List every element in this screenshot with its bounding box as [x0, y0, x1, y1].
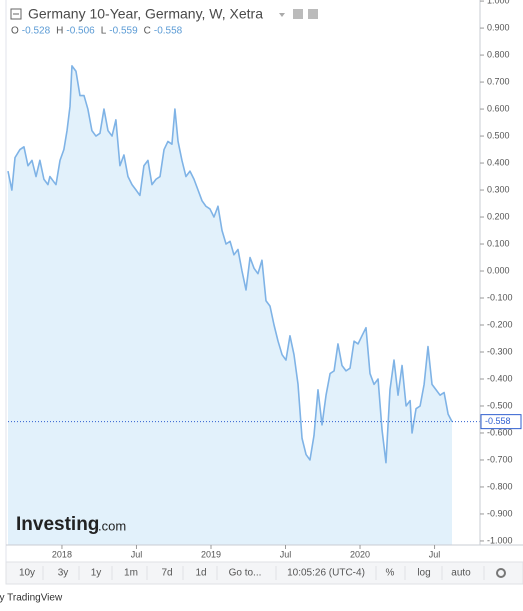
- range-button[interactable]: 1d: [195, 568, 206, 579]
- logo-brand: Investing: [16, 514, 99, 535]
- goto-button[interactable]: Go to...: [229, 568, 262, 579]
- x-tick-label: 2018: [52, 549, 72, 559]
- y-tick-label: 0.400: [487, 157, 510, 167]
- y-tick-label: 0.100: [487, 238, 510, 248]
- y-tick-label: -1.000: [487, 535, 513, 545]
- x-tick-label: Jul: [429, 549, 441, 559]
- y-tick-label: 0.200: [487, 211, 510, 221]
- ohlc-row: O -0.528 H -0.506 L -0.559 C -0.558: [11, 26, 183, 37]
- range-button[interactable]: 7d: [161, 568, 172, 579]
- x-tick-label: 2020: [350, 549, 370, 559]
- dropdown-arrow[interactable]: [279, 13, 285, 17]
- price-label: -0.558: [485, 416, 511, 426]
- y-tick-label: -0.100: [487, 292, 513, 302]
- ohlc-label: O: [11, 26, 19, 37]
- plot-area: [7, 65, 480, 546]
- auto-button[interactable]: auto: [451, 568, 471, 579]
- range-button[interactable]: 1m: [124, 568, 138, 579]
- chart-title: Germany 10-Year, Germany, W, Xetra: [28, 6, 263, 22]
- clock: 10:05:26 (UTC-4): [287, 568, 365, 579]
- x-tick-label: Jul: [280, 549, 292, 559]
- y-tick-label: -0.400: [487, 373, 513, 383]
- y-tick-label: 0.000: [487, 265, 510, 275]
- x-tick-label: Jul: [131, 549, 143, 559]
- ohlc-value: -0.506: [66, 26, 95, 37]
- line: [7, 65, 453, 464]
- range-button[interactable]: 3y: [58, 568, 69, 579]
- y-tick-label: 0.800: [487, 49, 510, 59]
- toolbar-items: 10y 3y 1y 1m 7d 1d Go to... 10:05:26 (UTC-4)% lo…: [19, 566, 506, 580]
- y-tick-label: -0.300: [487, 346, 513, 356]
- ohlc-label: L: [101, 26, 107, 37]
- percent-button[interactable]: %: [386, 568, 395, 579]
- y-tick-label: 0.500: [487, 130, 510, 140]
- y-tick-label: 0.900: [487, 22, 510, 32]
- settings-icon[interactable]: [293, 9, 303, 19]
- ohlc-label: C: [144, 26, 151, 37]
- y-tick-label: -0.700: [487, 454, 513, 464]
- y-tick-label: -0.600: [487, 427, 513, 437]
- range-button[interactable]: 1y: [91, 568, 102, 579]
- logo-suffix: .com: [98, 518, 126, 533]
- footer: by TradingView: [0, 593, 63, 604]
- ohlc-value: -0.559: [109, 26, 138, 37]
- y-tick-label: -0.900: [487, 508, 513, 518]
- y-tick-label: 0.700: [487, 76, 510, 86]
- ohlc-value: -0.528: [22, 26, 51, 37]
- range-button[interactable]: 10y: [19, 568, 35, 579]
- y-tick-label: 0.300: [487, 184, 510, 194]
- x-tick-label: 2019: [201, 549, 221, 559]
- log-button[interactable]: log: [417, 568, 430, 579]
- price-label-box: [480, 414, 522, 430]
- ohlc-value: -0.558: [154, 26, 183, 37]
- toolbar: [5, 561, 523, 585]
- settings-gear[interactable]: [496, 568, 506, 578]
- area: [8, 65, 452, 546]
- y-tick-label: -0.800: [487, 481, 513, 491]
- y-tick-label: 1.000: [487, 0, 510, 5]
- y-tick-label: 0.600: [487, 103, 510, 113]
- collapse-icon[interactable]: [10, 8, 22, 20]
- y-tick-label: -0.500: [487, 400, 513, 410]
- ohlc-label: H: [56, 26, 63, 37]
- close-icon[interactable]: [308, 9, 318, 19]
- y-tick-label: -0.200: [487, 319, 513, 329]
